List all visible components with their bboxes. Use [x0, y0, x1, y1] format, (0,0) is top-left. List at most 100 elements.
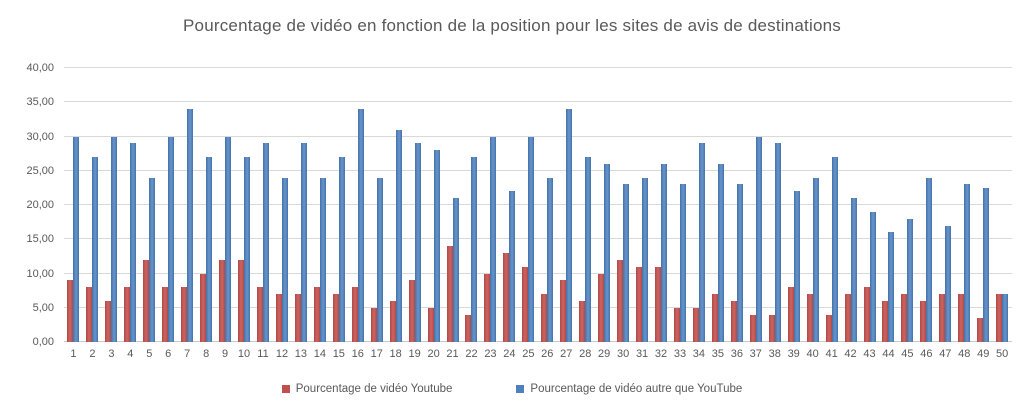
x-axis-tick-label: 34 [692, 348, 706, 360]
bar-group: 25 [519, 68, 538, 360]
bar-youtube-pos-43 [863, 287, 870, 342]
x-axis-tick-label: 20 [427, 348, 440, 360]
bar-other-pos-45 [907, 218, 914, 342]
x-axis-tick-label: 1 [70, 348, 77, 360]
bar-group: 45 [898, 68, 917, 360]
bar-group: 12 [272, 68, 291, 360]
bar-other-pos-44 [888, 232, 895, 342]
bar-other-pos-32 [661, 163, 668, 342]
bar-other-pos-4 [130, 143, 137, 342]
bar-other-pos-26 [547, 177, 554, 342]
legend-item-other: Pourcentage de vidéo autre que YouTube [516, 383, 742, 395]
x-axis-tick-label: 35 [711, 348, 724, 360]
bar-group: 24 [500, 68, 519, 360]
bar-youtube-pos-22 [465, 314, 472, 342]
bar-youtube-pos-49 [977, 318, 984, 342]
bar-youtube-pos-8 [200, 273, 207, 342]
bar-other-pos-31 [642, 177, 649, 342]
bar-other-pos-23 [490, 136, 497, 342]
x-axis-tick-label: 29 [598, 348, 611, 360]
bar-youtube-pos-2 [86, 287, 93, 342]
bar-youtube-pos-26 [541, 294, 548, 342]
bar-youtube-pos-17 [370, 307, 377, 342]
x-axis-tick-label: 6 [165, 348, 172, 360]
bar-group: 43 [860, 68, 879, 360]
bar-group: 34 [689, 68, 708, 360]
x-axis-tick-label: 23 [484, 348, 497, 360]
bar-group: 7 [178, 68, 197, 360]
bar-youtube-pos-28 [579, 300, 586, 342]
chart-title: Pourcentage de vidéo en fonction de la p… [183, 16, 841, 35]
x-axis-tick-label: 49 [977, 348, 990, 360]
x-axis-tick-label: 17 [370, 348, 383, 360]
bar-group: 20 [424, 68, 443, 360]
x-axis-tick-label: 22 [465, 348, 478, 360]
y-axis-tick-label: 40,00 [26, 62, 54, 74]
bar-other-pos-36 [736, 184, 743, 342]
bar-youtube-pos-38 [768, 314, 775, 342]
gridline [64, 135, 1012, 137]
legend-label-other: Pourcentage de vidéo autre que YouTube [530, 383, 743, 395]
bar-other-pos-19 [414, 143, 421, 342]
x-axis-tick-label: 27 [560, 348, 573, 360]
bar-youtube-pos-13 [294, 294, 301, 342]
x-axis-tick-label: 8 [203, 348, 210, 360]
bar-other-pos-16 [357, 109, 364, 342]
x-axis-tick-label: 47 [939, 348, 952, 360]
x-axis-tick-label: 50 [996, 348, 1009, 360]
bar-group: 10 [235, 68, 254, 360]
bar-group: 29 [595, 68, 614, 360]
gridline [64, 272, 1012, 274]
bar-youtube-pos-18 [389, 300, 396, 342]
x-axis-tick-label: 13 [294, 348, 308, 360]
bar-group: 21 [443, 68, 462, 360]
bar-other-pos-5 [149, 177, 156, 342]
bar-group: 46 [917, 68, 936, 360]
bar-other-pos-33 [679, 184, 686, 342]
bar-youtube-pos-7 [181, 287, 188, 342]
y-axis-tick-label: 0,00 [32, 336, 54, 348]
bar-youtube-pos-21 [446, 246, 453, 342]
bar-youtube-pos-33 [673, 307, 680, 342]
bar-youtube-pos-6 [162, 287, 169, 342]
bar-youtube-pos-5 [143, 259, 150, 342]
bar-other-pos-21 [452, 198, 459, 342]
x-axis-tick-label: 42 [844, 348, 857, 360]
bar-groups: 1 2 3 4 5 6 7 8 9 10 11 12 13 14 15 16 17 18 19 20 21 22 23 24 2… [64, 68, 1012, 360]
bar-group: 19 [405, 68, 424, 360]
bar-group: 30 [614, 68, 633, 360]
gridline [64, 341, 1012, 342]
bar-group: 9 [216, 68, 235, 360]
y-axis-tick-label: 5,00 [32, 301, 54, 314]
bar-group: 37 [746, 68, 765, 360]
bar-group: 3 [102, 68, 121, 360]
bar-other-pos-37 [755, 136, 762, 342]
bar-group: 16 [348, 68, 367, 360]
x-axis-tick-label: 5 [146, 348, 153, 360]
bar-youtube-pos-42 [844, 294, 851, 342]
y-axis-tick-label: 20,00 [26, 199, 54, 211]
bar-other-pos-17 [376, 177, 383, 342]
x-axis-tick-label: 4 [127, 348, 134, 360]
bar-youtube-pos-14 [313, 287, 320, 342]
y-axis-tick-label: 15,00 [26, 233, 54, 246]
bar-youtube-pos-15 [332, 294, 339, 342]
bar-other-pos-47 [945, 225, 952, 342]
bar-group: 42 [841, 68, 860, 360]
x-axis-tick-label: 7 [184, 348, 191, 360]
bar-other-pos-3 [111, 136, 118, 342]
bar-group: 17 [367, 68, 386, 360]
x-axis-tick-label: 40 [806, 348, 819, 360]
bar-other-pos-8 [206, 157, 213, 342]
bar-other-pos-18 [395, 129, 402, 342]
bar-other-pos-7 [187, 109, 194, 342]
bar-youtube-pos-41 [825, 314, 832, 342]
bar-group: 31 [633, 68, 652, 360]
legend-label-youtube: Pourcentage de vidéo Youtube [295, 383, 453, 395]
bar-youtube-pos-40 [806, 294, 813, 342]
x-axis-tick-label: 2 [89, 348, 96, 360]
bar-other-pos-46 [926, 177, 933, 342]
bar-other-pos-50 [1002, 294, 1009, 342]
x-axis-tick-label: 43 [863, 348, 876, 360]
bar-youtube-pos-12 [275, 294, 282, 342]
